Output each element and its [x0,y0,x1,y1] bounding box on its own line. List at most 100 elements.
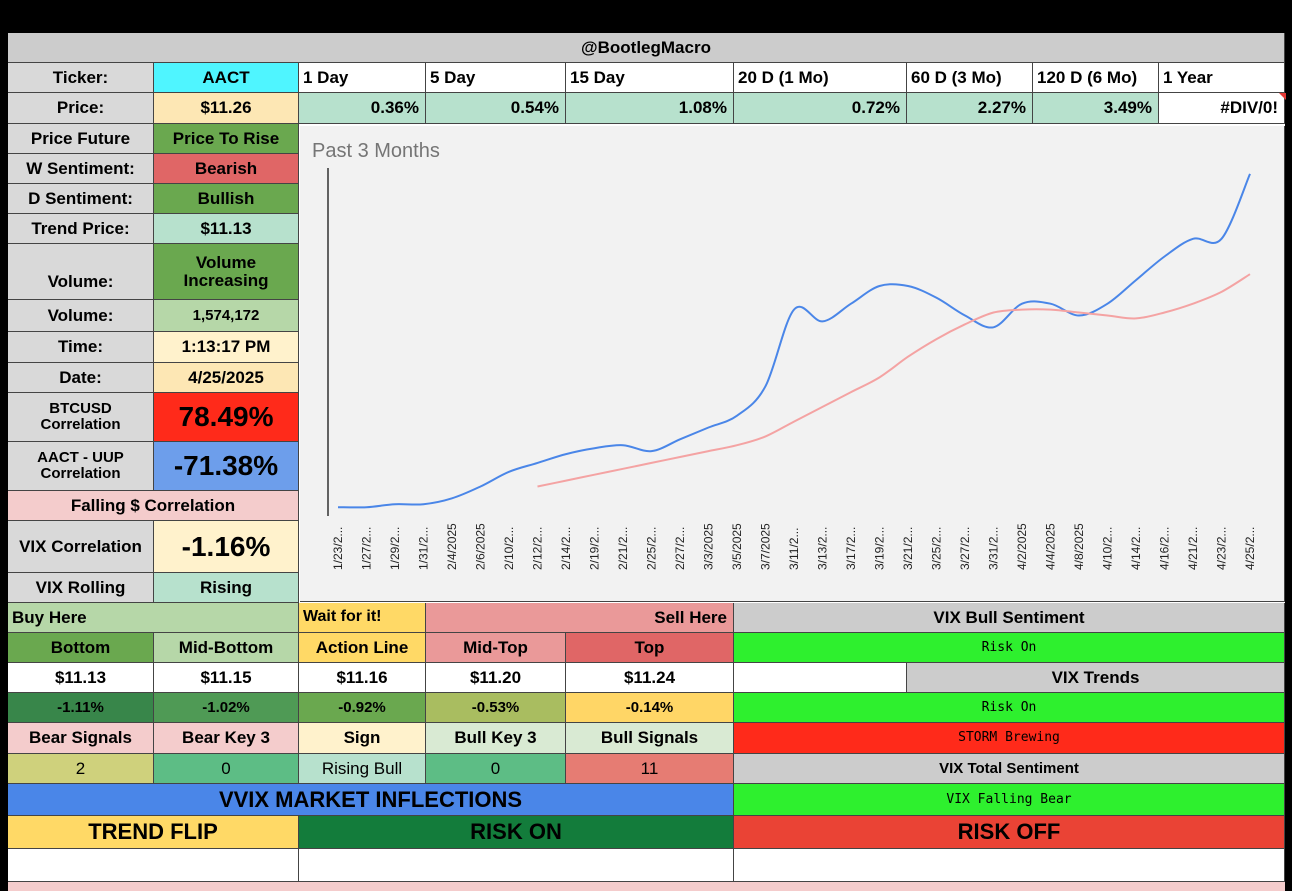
x-tick-label: 4/21/2... [1186,527,1200,570]
volume-status-label: Volume: [8,244,154,300]
x-tick-label: 4/16/2... [1158,527,1172,570]
x-tick-label: 2/21/2... [616,527,630,570]
bull-signals-value: 11 [566,754,734,784]
level-midbottom-price: $11.15 [154,663,299,693]
volume-value: 1,574,172 [154,300,299,332]
risk-off-flag: RISK OFF [734,816,1285,849]
date-label: Date: [8,363,154,393]
level-midtop-pct: -0.53% [426,693,566,723]
x-tick-label: 2/25/2... [645,527,659,570]
x-tick-label: 1/23/2... [331,527,345,570]
x-tick-label: 2/12/2... [531,527,545,570]
x-tick-label: 4/2/2025 [1015,523,1029,570]
x-tick-label: 3/7/2025 [759,523,773,570]
uup-corr-value: -71.38% [154,442,299,491]
ticker-value[interactable]: AACT [154,63,299,93]
sign-value: Rising Bull [299,754,426,784]
x-tick-label: 4/14/2... [1129,527,1143,570]
level-midbottom-name: Mid-Bottom [154,633,299,663]
x-tick-label: 1/29/2... [388,527,402,570]
level-bottom-pct: -1.11% [8,693,154,723]
w-sentiment-value: Bearish [154,154,299,184]
vvix-inflections-label: VVIX MARKET INFLECTIONS [8,784,734,816]
vix-rolling-label: VIX Rolling [8,573,154,603]
level-action-name: Action Line [299,633,426,663]
x-tick-label: 4/10/2... [1101,527,1115,570]
trend-flip-flag: TREND FLIP [8,816,299,849]
x-tick-label: 3/21/2... [901,527,915,570]
volume-label: Volume: [8,300,154,332]
volume-status-value: Volume Increasing [154,244,299,300]
x-tick-label: 1/31/2... [417,527,431,570]
x-tick-label: 3/19/2... [873,527,887,570]
level-top-name: Top [566,633,734,663]
price-chart: Past 3 Months 1/23/2... 1/27/2... 1/29/2..… [300,126,1285,602]
ticker-label: Ticker: [8,63,154,93]
x-tick-label: 2/6/2025 [474,523,488,570]
period-1day: 1 Day [299,63,426,93]
vix-corr-label: VIX Correlation [8,521,154,573]
trend-price-value: $11.13 [154,214,299,244]
bear-key3-value: 0 [154,754,299,784]
time-label: Time: [8,332,154,363]
btc-corr-label: BTCUSD Correlation [8,393,154,442]
date-value: 4/25/2025 [154,363,299,393]
level-bottom-price: $11.13 [8,663,154,693]
x-tick-label: 2/27/2... [673,527,687,570]
chart-title: Past 3 Months [312,140,440,162]
sign-header: Sign [299,723,426,754]
x-tick-label: 3/3/2025 [702,523,716,570]
period-1year: 1 Year [1159,63,1285,93]
price-future-value: Price To Rise [154,124,299,154]
x-tick-label: 3/25/2... [930,527,944,570]
period-60day: 60 D (3 Mo) [907,63,1033,93]
vix-blank-cell [734,663,907,693]
price-value: $11.26 [154,93,299,124]
risk-off-result[interactable] [734,849,1285,882]
comment-marker-icon[interactable] [1279,93,1286,100]
x-tick-label: 4/4/2025 [1044,523,1058,570]
period-120day: 120 D (6 Mo) [1033,63,1159,93]
x-tick-label: 2/4/2025 [445,523,459,570]
period-5day: 5 Day [426,63,566,93]
risk-on-flag: RISK ON [299,816,734,849]
chart-svg: 1/23/2... 1/27/2... 1/29/2... 1/31/2... 2/4/… [327,168,1257,570]
x-tick-label: 4/23/2... [1215,527,1229,570]
bottom-strip [8,882,1285,891]
d-sentiment-label: D Sentiment: [8,184,154,214]
change-15day: 1.08% [566,93,734,124]
change-5day: 0.54% [426,93,566,124]
price-label: Price: [8,93,154,124]
vix-trend1-value: Risk On [734,693,1285,723]
level-top-price: $11.24 [566,663,734,693]
vix-corr-value: -1.16% [154,521,299,573]
level-midtop-price: $11.20 [426,663,566,693]
x-tick-label: 3/5/2025 [730,523,744,570]
x-tick-label: 4/25/2... [1243,527,1257,570]
level-midbottom-pct: -1.02% [154,693,299,723]
handle-header: @BootlegMacro [8,33,1285,63]
bear-key3-header: Bear Key 3 [154,723,299,754]
change-20day: 0.72% [734,93,907,124]
btc-corr-value: 78.49% [154,393,299,442]
d-sentiment-value: Bullish [154,184,299,214]
change-1year: #DIV/0! [1159,93,1285,124]
level-midtop-name: Mid-Top [426,633,566,663]
time-value: 1:13:17 PM [154,332,299,363]
change-120day: 3.49% [1033,93,1159,124]
vix-bull-sentiment-value: Risk On [734,633,1285,663]
trend-flip-result[interactable] [8,849,299,882]
x-tick-label: 4/8/2025 [1072,523,1086,570]
vix-trend2-value: STORM Brewing [734,723,1285,754]
x-tick-label: 2/19/2... [588,527,602,570]
change-1day: 0.36% [299,93,426,124]
risk-on-result[interactable] [299,849,734,882]
sell-here-label: Sell Here [426,603,734,633]
wait-label: Wait for it! [299,603,426,633]
bull-signals-header: Bull Signals [566,723,734,754]
price-line [337,173,1251,509]
trend-price-label: Trend Price: [8,214,154,244]
w-sentiment-label: W Sentiment: [8,154,154,184]
period-20day: 20 D (1 Mo) [734,63,907,93]
x-tick-label: 3/13/2... [816,527,830,570]
